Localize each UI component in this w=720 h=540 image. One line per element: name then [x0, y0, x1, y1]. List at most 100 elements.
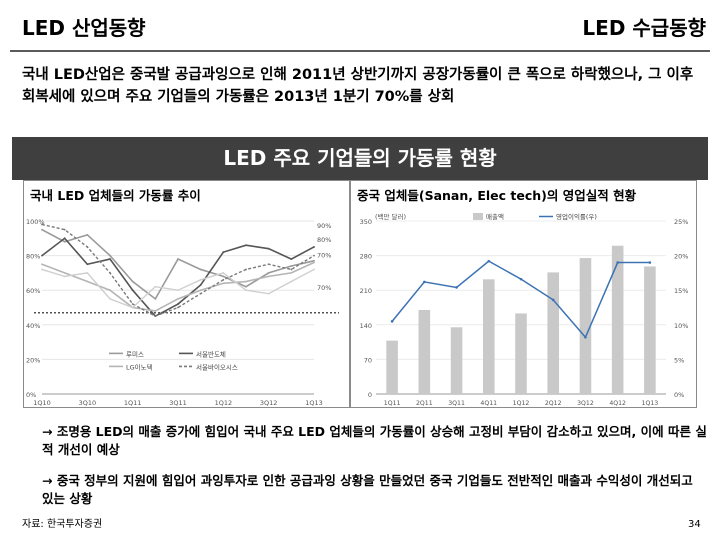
right-left-axis-label: 0 [368, 391, 372, 399]
right-x-tick-label: 4Q11 [480, 400, 497, 407]
left-data-point [267, 275, 270, 278]
left-data-point [63, 275, 66, 278]
left-data-point [109, 297, 111, 300]
margin-point [423, 280, 426, 284]
revenue-bar [418, 309, 431, 394]
left-data-point [177, 303, 179, 305]
left-x-tick-label: 3Q12 [260, 399, 278, 407]
left-data-point [313, 261, 315, 264]
revenue-bar [386, 340, 398, 394]
right-x-tick-label: 1Q13 [642, 400, 659, 407]
left-y-tick-label: 40% [26, 322, 40, 330]
left-data-point [154, 285, 157, 288]
right-left-axis-label: 210 [360, 287, 372, 295]
left-data-point [222, 275, 225, 278]
right-left-axis-label: 350 [360, 218, 372, 226]
left-chart-panel: 0% 20% 40% 60% 80% 100% 90% 80% 70% 70% 1Q10 3Q10 1Q… [23, 180, 350, 408]
right-chart-panel: (백만 달러) 0 70 140 210 280 350 0% 5% 10% 15% 20% 25% 1Q… [350, 180, 697, 408]
left-data-point [41, 228, 43, 231]
left-right-label: 80% [317, 236, 331, 244]
left-data-point [41, 268, 43, 271]
left-data-point [222, 251, 225, 254]
right-right-axis-label: 20% [674, 253, 688, 261]
right-x-tick-label: 1Q12 [513, 400, 530, 407]
margin-point [616, 261, 619, 264]
left-legend-label: 서울바이오시스 [196, 362, 238, 371]
right-right-axis-label: 15% [674, 287, 688, 295]
margin-point [551, 298, 555, 302]
left-data-point [131, 280, 134, 283]
left-x-tick-label: 3Q11 [169, 399, 187, 407]
revenue-bar [450, 327, 463, 394]
left-data-point [222, 282, 225, 285]
left-data-point [109, 272, 111, 274]
left-x-tick-label: 1Q13 [305, 399, 323, 407]
right-header-title: LED 수급동향 [582, 16, 706, 40]
revenue-bar [515, 313, 527, 394]
revenue-bar [482, 279, 495, 394]
left-data-point [199, 278, 202, 281]
left-right-label: 70% [317, 251, 331, 259]
left-data-point [267, 292, 270, 295]
left-data-point [313, 259, 315, 262]
summary-text: 국내 LED산업은 중국발 공급과잉으로 인해 2011년 상반기까지 공장가동… [22, 67, 694, 105]
left-data-point [154, 297, 157, 300]
margin-point [487, 259, 491, 263]
left-data-point [222, 278, 225, 281]
left-data-point [177, 297, 179, 300]
left-data-point [154, 315, 157, 318]
left-data-point [86, 280, 89, 283]
left-data-point [63, 237, 66, 240]
left-data-point [290, 280, 293, 283]
left-data-point [109, 289, 111, 292]
left-data-point [177, 258, 179, 260]
left-data-point [86, 272, 89, 274]
left-data-point [63, 272, 66, 274]
left-data-point [109, 254, 111, 257]
left-data-point [131, 289, 134, 292]
left-data-point [290, 258, 293, 260]
left-data-point [290, 265, 293, 267]
left-y-tick-label: 80% [26, 253, 40, 261]
utilization-line-chart: 0% 20% 40% 60% 80% 100% 90% 80% 70% 70% 1Q10 3Q10 1Q… [26, 218, 339, 407]
left-data-point [109, 258, 111, 260]
left-data-point [86, 233, 89, 236]
right-x-tick-label: 3Q11 [448, 400, 465, 407]
left-y-tick-label: 20% [26, 356, 40, 364]
left-data-point [41, 263, 43, 266]
left-series-line [41, 228, 315, 301]
header-divider [10, 50, 710, 52]
left-data-point [245, 289, 247, 292]
left-data-point [199, 289, 202, 292]
right-right-axis-label: 10% [674, 322, 688, 330]
section-banner: LED 주요 기업들의 가동률 현황 [12, 137, 708, 180]
right-x-tick-label: 2Q11 [416, 400, 433, 407]
note-second: → 중국 정부의 지원에 힘입어 과잉투자로 인한 공급과잉 상황을 만들었던 … [42, 473, 693, 506]
left-data-point [267, 272, 270, 274]
note-first: → 조명용 LED의 매출 증가에 힘입어 국내 주요 LED 업체들의 가동률… [42, 424, 707, 457]
left-y-tick-label: 100% [26, 218, 45, 226]
right-x-tick-label: 3Q12 [577, 400, 594, 407]
margin-point [455, 286, 458, 289]
left-data-point [290, 268, 293, 271]
left-data-point [245, 244, 247, 247]
right-unit-label: (백만 달러) [375, 212, 406, 221]
left-data-point [86, 263, 89, 266]
left-x-tick-label: 1Q10 [33, 399, 51, 407]
right-left-axis-label: 140 [360, 322, 372, 330]
right-x-tick-label: 2Q12 [545, 400, 562, 407]
left-data-point [199, 284, 202, 286]
revenue-bar [579, 258, 592, 394]
left-data-point [154, 310, 157, 312]
left-x-tick-label: 1Q11 [124, 399, 142, 407]
right-right-axis-label: 5% [674, 356, 684, 364]
right-chart-title: 중국 업체들(Sanan, Elec tech)의 영업실적 현황 [357, 188, 637, 203]
left-data-point [313, 254, 315, 257]
left-data-point [267, 263, 270, 266]
left-data-point [245, 268, 247, 271]
right-x-tick-label: 4Q12 [609, 400, 626, 407]
left-x-tick-label: 3Q10 [79, 399, 97, 407]
right-legend-label: 영업이익률(우) [556, 212, 597, 221]
margin-point [584, 335, 587, 339]
revenue-bar [644, 266, 656, 394]
